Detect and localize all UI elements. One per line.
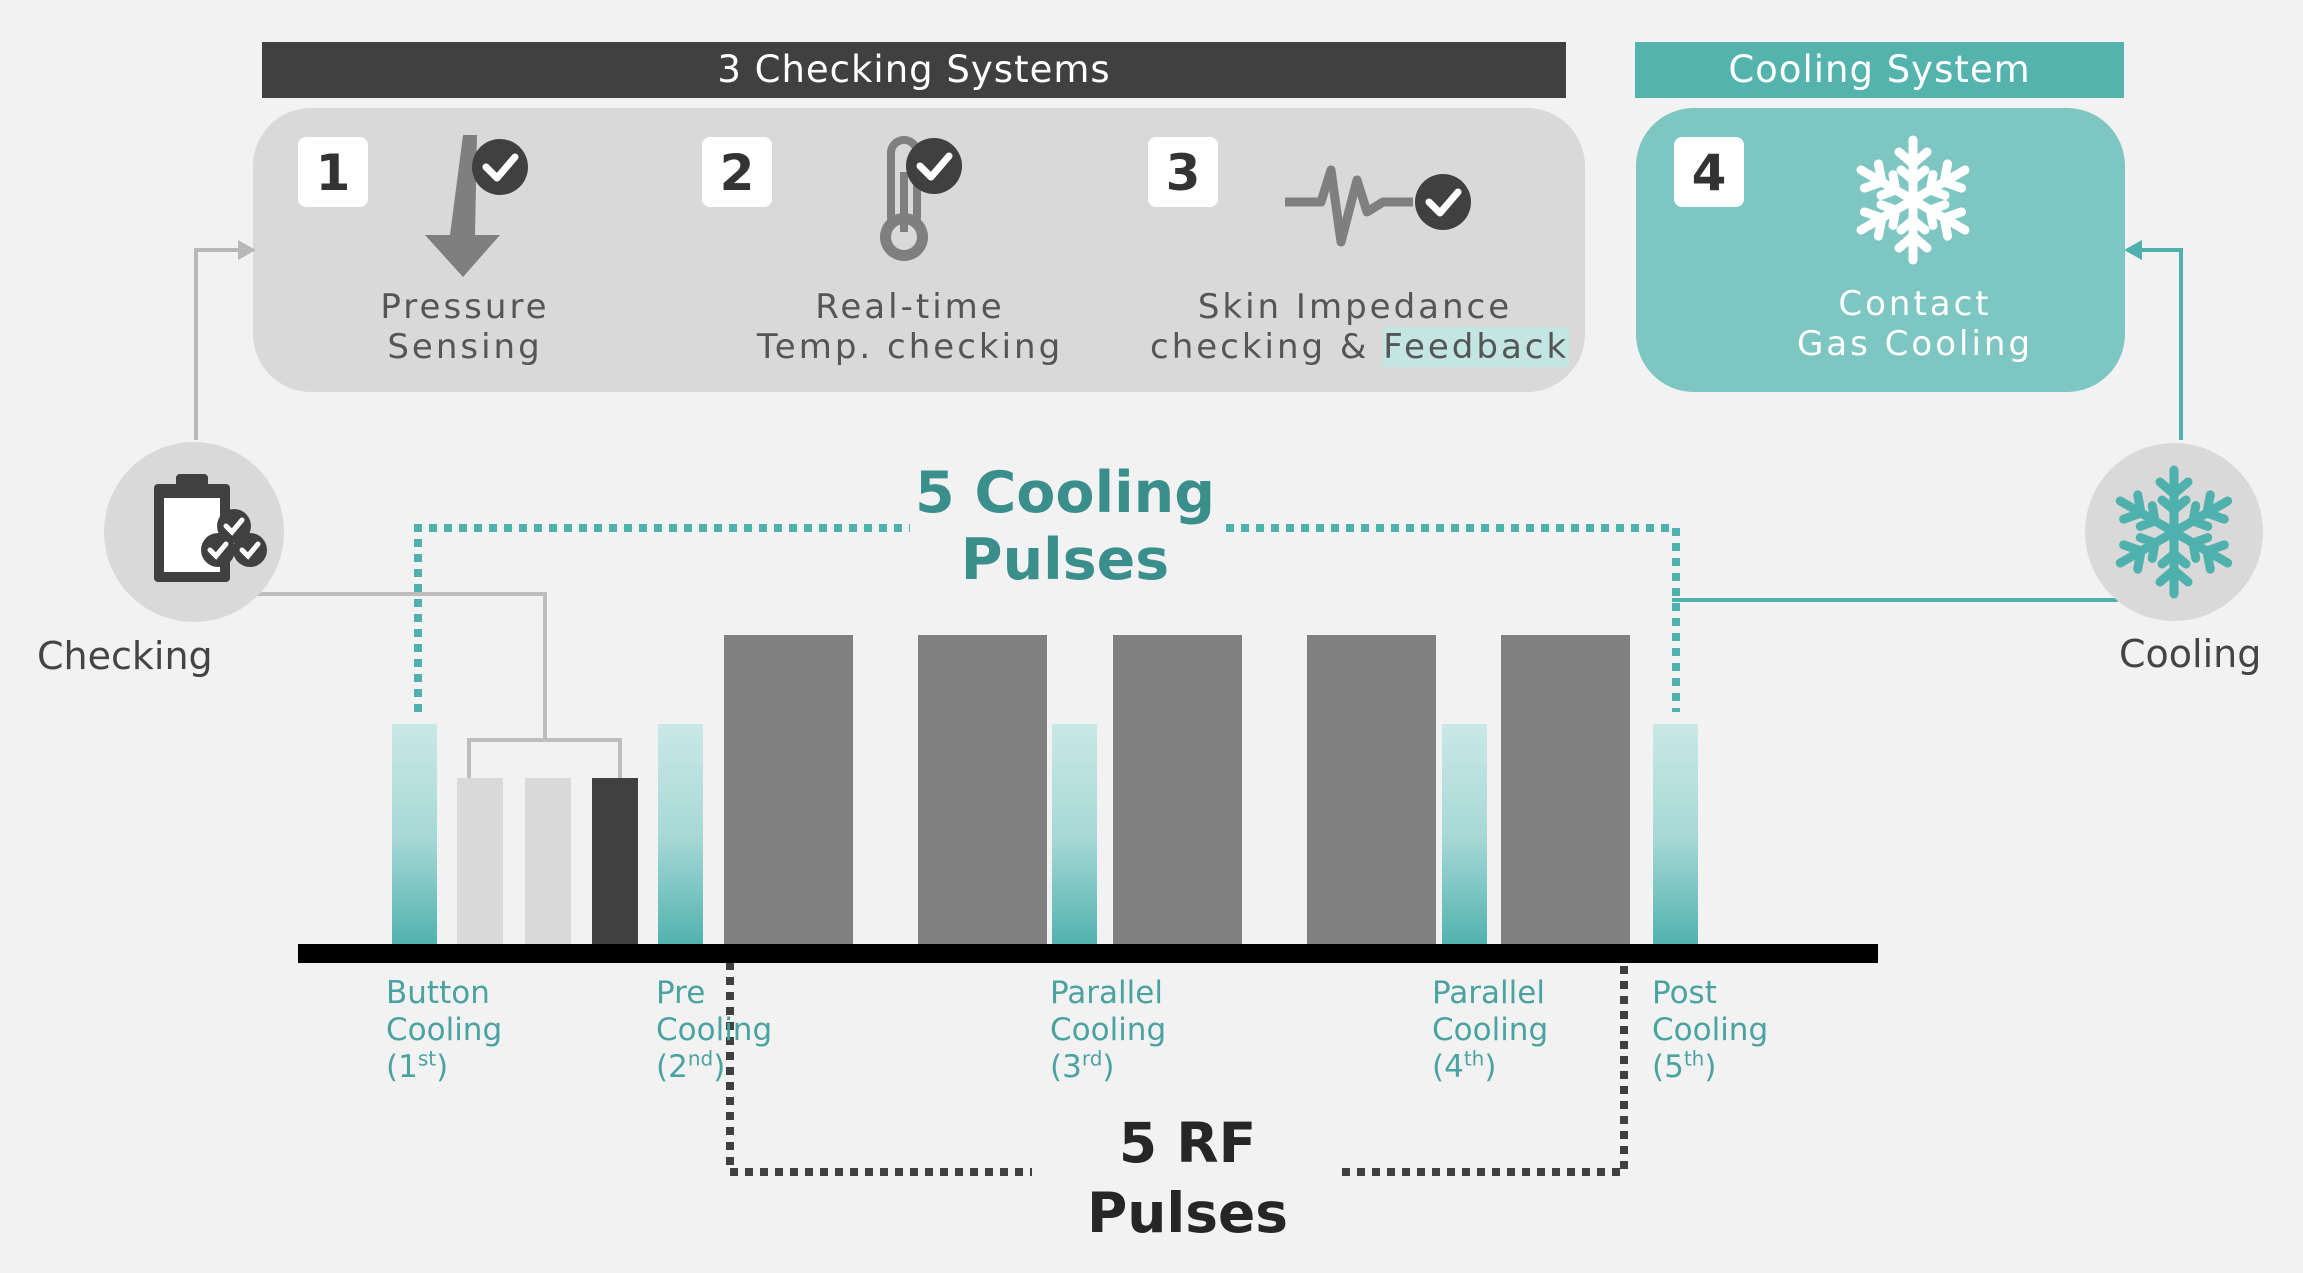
bar-label-l2: Cooling bbox=[1432, 1012, 1549, 1048]
check-number-3: 3 bbox=[1148, 137, 1218, 207]
skin-impedance-label: Skin Impedance checking & Feedback bbox=[1150, 287, 1570, 367]
cooling-pulse-bar bbox=[1442, 724, 1487, 948]
bar-label-parallel-cooling-4: Parallel Cooling (4th) bbox=[1432, 975, 1548, 1086]
checking-connector bbox=[194, 248, 245, 440]
pressure-sensing-label: Pressure Sensing bbox=[325, 287, 605, 367]
gas-cooling-line1: Contact bbox=[1838, 284, 1992, 324]
gas-cooling-line2: Gas Cooling bbox=[1796, 324, 2034, 364]
button-bar bbox=[457, 778, 503, 948]
cooling-snowflake-icon bbox=[2085, 443, 2263, 621]
rf-pulses-line1: 5 RF bbox=[1118, 1111, 1257, 1175]
cooling-pulse-bar bbox=[1052, 724, 1097, 948]
bar-label-l1: Parallel bbox=[1050, 975, 1163, 1011]
bar-label-l2: Cooling bbox=[1050, 1012, 1167, 1048]
clipboard-check-icon bbox=[104, 442, 284, 622]
impedance-label-line2: checking & Feedback bbox=[1150, 327, 1570, 367]
bar-label-l1: Parallel bbox=[1432, 975, 1545, 1011]
temp-label-line2: Temp. checking bbox=[756, 327, 1064, 367]
rf-pulse-bar bbox=[1113, 635, 1242, 948]
bar-label-l3: (5th) bbox=[1652, 1046, 1717, 1085]
bar-label-l2: Cooling bbox=[656, 1012, 773, 1048]
rf-pulse-bar bbox=[1307, 635, 1436, 948]
bar-label-l3: (2nd) bbox=[656, 1046, 726, 1085]
cooling-pulse-bar bbox=[658, 724, 703, 948]
feedback-highlight: Feedback bbox=[1383, 327, 1570, 367]
impedance-wave-icon bbox=[1285, 165, 1471, 247]
checking-systems-header: 3 Checking Systems bbox=[262, 42, 1566, 98]
bar-label-l2: Cooling bbox=[386, 1012, 503, 1048]
bar-label-post-cooling: Post Cooling (5th) bbox=[1652, 975, 1768, 1086]
bar-label-l1: Post bbox=[1652, 975, 1717, 1011]
bar-label-parallel-cooling-3: Parallel Cooling (3rd) bbox=[1050, 975, 1166, 1086]
bar-label-l3: (1st) bbox=[386, 1046, 449, 1085]
checking-label: Checking bbox=[37, 634, 213, 678]
cooling-arrowhead bbox=[2124, 240, 2142, 260]
cooling-pulses-bracket-right bbox=[1226, 524, 1680, 712]
temp-checking-label: Real-time Temp. checking bbox=[740, 287, 1080, 367]
bar-label-l1: Button bbox=[386, 975, 490, 1011]
pressure-label-line2: Sensing bbox=[387, 327, 543, 367]
rf-pulses-title: 5 RF Pulses bbox=[1040, 1108, 1335, 1248]
impedance-label-line1: Skin Impedance bbox=[1197, 287, 1513, 327]
pressure-arrow-icon bbox=[425, 135, 528, 277]
pressure-label-line1: Pressure bbox=[380, 287, 550, 327]
baseline bbox=[298, 944, 1878, 963]
gas-cooling-label: Contact Gas Cooling bbox=[1770, 284, 2060, 364]
cooling-number-4: 4 bbox=[1674, 137, 1744, 207]
temp-label-line1: Real-time bbox=[815, 287, 1005, 327]
impedance-label-line2a: checking & bbox=[1150, 327, 1384, 367]
rf-pulse-bar bbox=[918, 635, 1047, 948]
bar-label-pre-cooling: Pre Cooling (2nd) bbox=[656, 975, 772, 1086]
button-bracket bbox=[467, 738, 622, 778]
button-bar bbox=[525, 778, 571, 948]
check-number-2: 2 bbox=[702, 137, 772, 207]
cooling-pulses-line1: 5 Cooling bbox=[914, 460, 1216, 526]
bar-label-button-cooling: Button Cooling (1st) bbox=[386, 975, 502, 1086]
cooling-system-header: Cooling System bbox=[1635, 42, 2124, 98]
bar-label-l3: (3rd) bbox=[1050, 1046, 1115, 1085]
rf-pulse-bar bbox=[724, 635, 853, 948]
checking-to-buttons-line bbox=[255, 592, 547, 740]
cooling-pulses-bracket-left bbox=[414, 524, 910, 712]
cooling-pulses-line2: Pulses bbox=[960, 527, 1170, 593]
cooling-label: Cooling bbox=[2119, 632, 2262, 676]
button-bar-active bbox=[592, 778, 638, 948]
bar-label-l2: Cooling bbox=[1652, 1012, 1769, 1048]
rf-pulses-line2: Pulses bbox=[1086, 1181, 1289, 1245]
check-number-1: 1 bbox=[298, 137, 368, 207]
cooling-pulse-bar bbox=[1653, 724, 1698, 948]
rf-pulses-bracket-right bbox=[1342, 962, 1628, 1176]
bar-label-l3: (4th) bbox=[1432, 1046, 1497, 1085]
rf-pulse-bar bbox=[1501, 635, 1630, 948]
checking-arrowhead bbox=[238, 240, 256, 260]
snowflake-icon bbox=[1856, 135, 1970, 265]
cooling-connector bbox=[2138, 248, 2183, 440]
thermometer-icon bbox=[880, 136, 962, 261]
rf-pulses-bracket-left bbox=[726, 962, 1032, 1176]
cooling-pulse-bar bbox=[392, 724, 437, 948]
bar-label-l1: Pre bbox=[656, 975, 706, 1011]
cooling-pulses-title: 5 Cooling Pulses bbox=[880, 460, 1250, 594]
